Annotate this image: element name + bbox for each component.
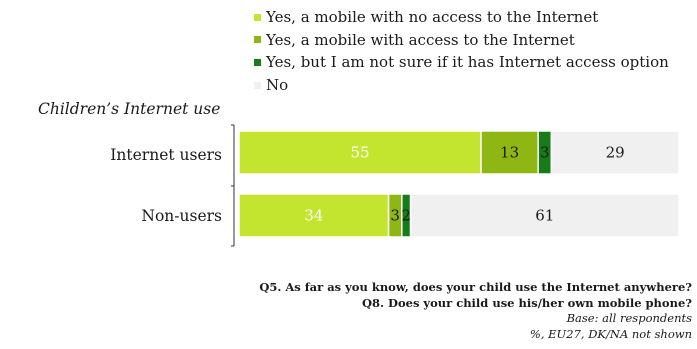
category-label: Internet users bbox=[110, 146, 222, 164]
data-label: 29 bbox=[606, 144, 625, 162]
bar-segment bbox=[550, 130, 680, 175]
chart-notes: Q5. As far as you know, does your child … bbox=[259, 280, 692, 342]
legend: Yes, a mobile with no access to the Inte… bbox=[254, 6, 669, 96]
legend-item: Yes, a mobile with no access to the Inte… bbox=[254, 6, 669, 29]
data-label: 61 bbox=[535, 207, 554, 225]
legend-swatch bbox=[254, 58, 261, 66]
bar-segment bbox=[409, 193, 680, 238]
data-label: 3 bbox=[540, 144, 550, 162]
legend-swatch bbox=[254, 13, 261, 21]
legend-label: Yes, a mobile with access to the Interne… bbox=[266, 30, 575, 49]
legend-item: Yes, but I am not sure if it has Interne… bbox=[254, 51, 669, 74]
legend-label: Yes, but I am not sure if it has Interne… bbox=[266, 53, 669, 72]
data-label: 2 bbox=[401, 207, 411, 225]
question-q8: Q8. Does your child use his/her own mobi… bbox=[361, 295, 692, 310]
legend-label: Yes, a mobile with no access to the Inte… bbox=[266, 8, 599, 27]
legend-item: No bbox=[254, 74, 669, 97]
legend-swatch bbox=[254, 36, 261, 44]
legend-label: No bbox=[266, 76, 289, 95]
data-label: 55 bbox=[350, 144, 369, 162]
legend-swatch bbox=[254, 81, 261, 89]
question-q5: Q5. As far as you know, does your child … bbox=[259, 280, 692, 294]
legend-item: Yes, a mobile with access to the Interne… bbox=[254, 29, 669, 52]
data-label: 34 bbox=[304, 207, 323, 225]
data-label: 3 bbox=[390, 207, 400, 225]
bar-segment bbox=[238, 130, 482, 175]
group-title: Children’s Internet use bbox=[38, 100, 221, 118]
data-label: 13 bbox=[500, 144, 519, 162]
scope-note: %, EU27, DK/NA not shown bbox=[529, 326, 692, 341]
category-label: Non-users bbox=[141, 207, 222, 225]
base-note: Base: all respondents bbox=[566, 311, 692, 325]
